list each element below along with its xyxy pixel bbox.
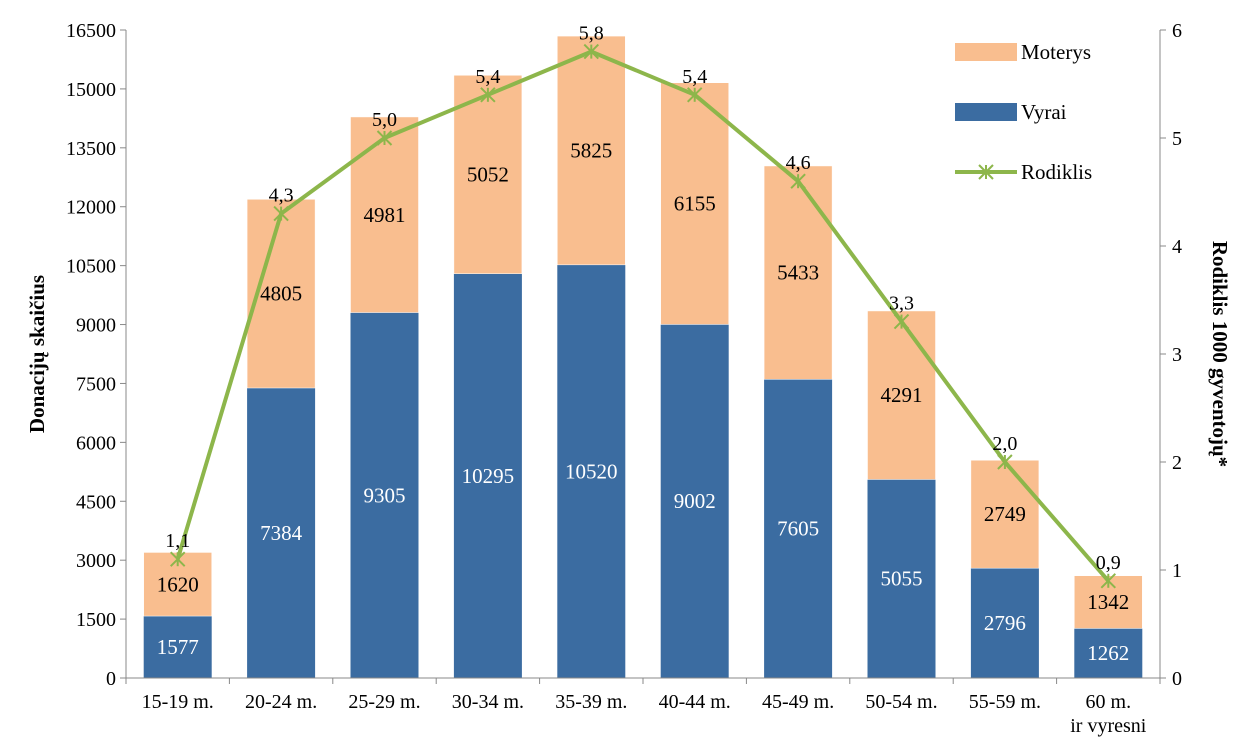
bar-label-vyrai: 1577 (157, 635, 199, 659)
x-tick-label: 60 m. ir vyresni (1070, 691, 1147, 737)
bar-label-moterys: 6155 (674, 192, 716, 216)
y2-tick-label: 6 (1172, 20, 1182, 42)
bars-group: 1577 1620 7384 4805 9305 4981 10295 5052 10520 58… (143, 35, 1143, 678)
bar-moterys (763, 165, 833, 380)
x-tick-label: 15-19 m. (142, 691, 214, 713)
bar-moterys (453, 75, 523, 274)
rate-line-group: 1,1 4,3 5,0 5,4 5,8 5,4 4,6 3,3 2,0 0,9 (165, 23, 1121, 589)
legend-swatch-moterys (955, 43, 1017, 61)
rate-marker (583, 43, 600, 60)
bar-label-moterys: 4291 (881, 383, 923, 407)
bar-label-vyrai: 9002 (674, 489, 716, 513)
rate-marker (686, 87, 703, 103)
y-tick-label: 16500 (66, 20, 116, 42)
bar-moterys (970, 459, 1040, 569)
bar-label-vyrai: 9305 (364, 483, 406, 507)
rate-marker (169, 551, 186, 567)
rate-label: 5,0 (372, 109, 397, 131)
legend-swatch-vyrai (955, 103, 1017, 121)
bar-vyrai (247, 388, 316, 678)
y-axis-title: Donacijų skaičius (25, 275, 49, 433)
x-tick-label: 45-49 m. (762, 691, 834, 713)
x-tick-label: 55-59 m. (969, 691, 1041, 713)
rate-label: 4,3 (269, 185, 294, 207)
bar-label-vyrai: 10520 (565, 459, 618, 483)
y-tick-label: 12000 (66, 197, 116, 219)
bar-moterys (557, 35, 626, 266)
rate-marker (273, 205, 289, 222)
bar-label-vyrai: 2796 (984, 611, 1026, 635)
rate-marker (997, 454, 1013, 470)
y-tick-label: 10500 (66, 256, 116, 278)
rate-label: 0,9 (1096, 552, 1121, 574)
y2-tick-label: 4 (1172, 236, 1182, 258)
bar-label-moterys: 5433 (777, 261, 819, 285)
y2-axis-title: Rodiklis 1000 gyventojų* (1208, 241, 1232, 467)
bar-label-moterys: 2749 (984, 502, 1026, 526)
bar-moterys (350, 116, 419, 313)
rate-label: 5,8 (579, 23, 604, 45)
rate-marker (893, 313, 910, 330)
y-tick-label: 7500 (76, 373, 116, 395)
bar-vyrai (660, 324, 729, 678)
bar-moterys (660, 82, 729, 325)
bar-label-moterys: 4805 (260, 282, 302, 306)
y2-tick-label: 3 (1172, 344, 1182, 366)
bar-moterys (867, 310, 936, 480)
bar-vyrai (970, 568, 1039, 678)
bar-label-vyrai: 1262 (1087, 641, 1129, 665)
bar-label-vyrai: 7605 (777, 517, 819, 541)
x-tick-label: 35-39 m. (555, 691, 627, 713)
y2-tick-label: 0 (1172, 668, 1182, 690)
rate-label: 2,0 (992, 433, 1017, 455)
rate-label: 4,6 (786, 152, 811, 174)
bar-label-moterys: 5052 (467, 162, 509, 186)
bar-label-moterys: 1620 (157, 572, 199, 596)
rate-marker (480, 87, 496, 103)
rate-label: 5,4 (682, 66, 707, 88)
bar-label-moterys: 5825 (570, 138, 612, 162)
bar-label-moterys: 1342 (1087, 590, 1129, 614)
x-tick-label: 25-29 m. (348, 691, 420, 713)
rate-marker (1100, 573, 1117, 589)
legend-label-vyrai: Vyrai (1021, 100, 1067, 124)
axes-group: 0150030004500600075009000105001200013500… (66, 20, 1182, 737)
y-tick-label: 1500 (76, 609, 116, 631)
bar-label-moterys: 4981 (364, 203, 406, 227)
legend-label-moterys: Moterys (1021, 40, 1091, 64)
bar-vyrai (867, 479, 936, 678)
x-tick-label: 30-34 m. (452, 691, 524, 713)
bar-vyrai (1074, 628, 1143, 678)
legend: Moterys Vyrai Rodiklis (955, 40, 1092, 184)
rate-line (175, 49, 1110, 583)
y-tick-label: 4500 (76, 491, 116, 513)
y-tick-label: 0 (106, 668, 116, 690)
bar-vyrai (557, 264, 626, 678)
x-tick-label: 40-44 m. (659, 691, 731, 713)
x-tick-label: 20-24 m. (245, 691, 317, 713)
bar-label-vyrai: 10295 (462, 464, 515, 488)
y2-tick-label: 2 (1172, 452, 1182, 474)
y2-tick-label: 5 (1172, 128, 1182, 150)
bar-label-vyrai: 7384 (260, 521, 303, 545)
rate-marker (376, 130, 393, 146)
bar-vyrai (764, 379, 833, 678)
y-tick-label: 3000 (76, 550, 116, 572)
y-tick-label: 15000 (66, 79, 116, 101)
legend-label-rodiklis: Rodiklis (1021, 160, 1092, 184)
x-tick-label: 50-54 m. (865, 691, 937, 713)
y-tick-label: 9000 (76, 315, 116, 337)
rate-label: 5,4 (475, 66, 500, 88)
bar-vyrai (453, 273, 522, 678)
rate-label: 3,3 (889, 293, 914, 315)
y2-tick-label: 1 (1172, 560, 1182, 582)
y-tick-label: 13500 (66, 138, 116, 160)
bar-label-vyrai: 5055 (881, 567, 923, 591)
rate-marker (790, 173, 806, 189)
bar-vyrai (143, 616, 212, 678)
y-tick-label: 6000 (76, 432, 116, 454)
bar-vyrai (350, 312, 419, 678)
rate-label: 1,1 (165, 530, 190, 552)
